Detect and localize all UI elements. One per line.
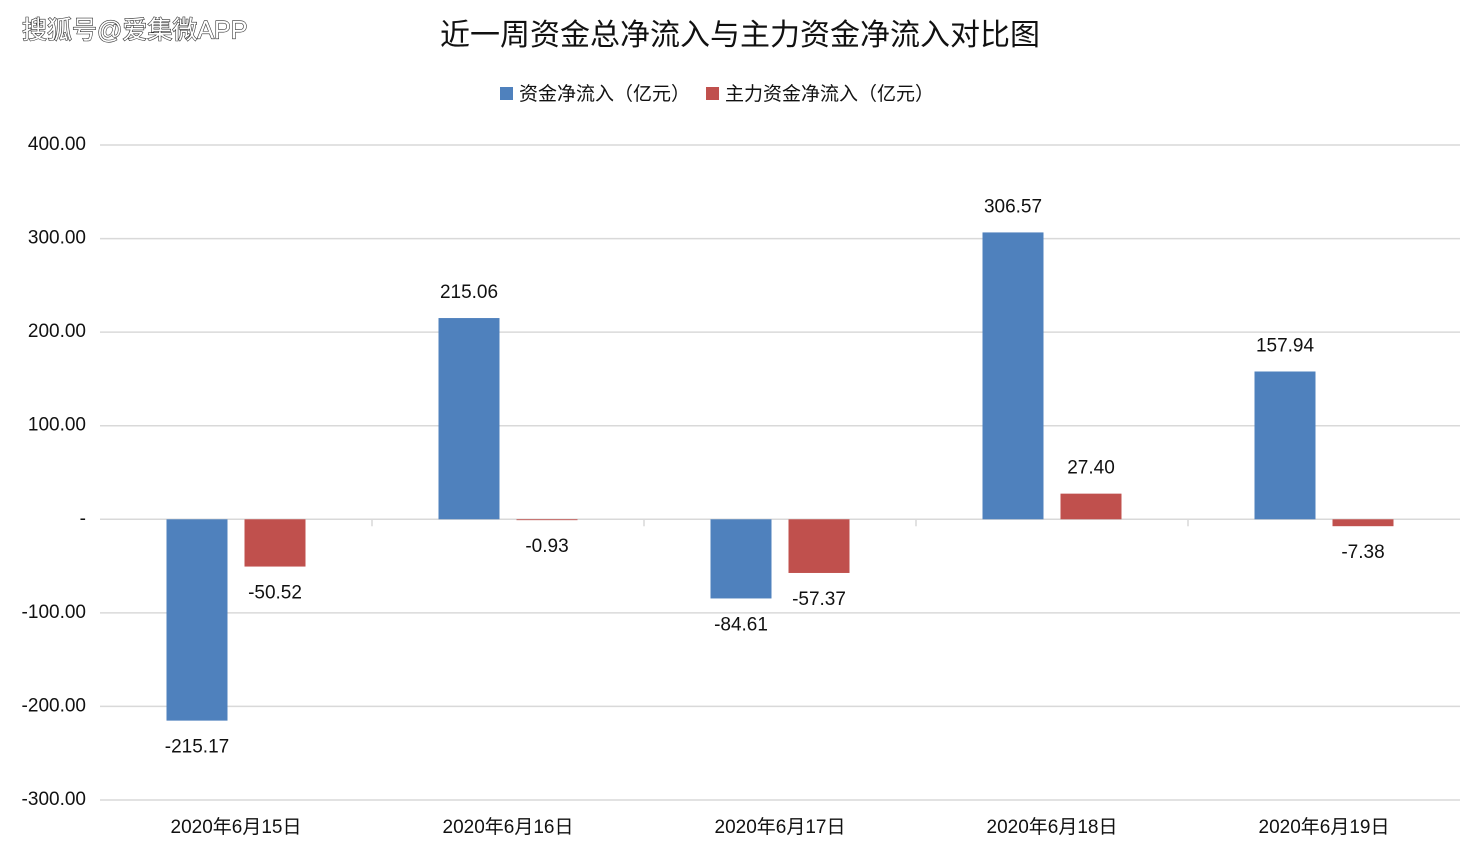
chart-title: 近一周资金总净流入与主力资金净流入对比图 xyxy=(440,18,1040,53)
bar xyxy=(516,519,578,521)
bar xyxy=(166,519,228,721)
x-tick-label: 2020年6月19日 xyxy=(1259,816,1390,838)
value-label: -84.61 xyxy=(714,614,768,635)
value-label: -50.52 xyxy=(248,583,302,604)
y-tick-label: 400.00 xyxy=(28,134,86,155)
legend-label: 主力资金净流入（亿元） xyxy=(725,83,934,105)
value-label: 157.94 xyxy=(1256,336,1315,357)
value-label: 215.06 xyxy=(440,282,498,303)
x-tick-label: 2020年6月17日 xyxy=(715,816,846,838)
bar xyxy=(244,519,306,567)
bar xyxy=(1254,371,1316,520)
value-label: -7.38 xyxy=(1341,542,1384,563)
y-tick-label: - xyxy=(80,508,86,529)
value-label: -215.17 xyxy=(165,737,229,758)
y-tick-label: 100.00 xyxy=(28,415,86,436)
y-tick-label: 200.00 xyxy=(28,321,86,342)
legend-swatch xyxy=(500,87,513,100)
value-label: -57.37 xyxy=(792,589,846,610)
bar xyxy=(788,519,850,573)
bar xyxy=(438,318,500,520)
value-label: -0.93 xyxy=(525,536,568,557)
bar xyxy=(982,232,1044,520)
y-tick-label: -100.00 xyxy=(22,602,86,623)
y-tick-label: -300.00 xyxy=(22,789,86,810)
bar xyxy=(710,519,772,599)
x-tick-label: 2020年6月15日 xyxy=(171,816,302,838)
x-tick-label: 2020年6月16日 xyxy=(443,816,574,838)
y-tick-label: -200.00 xyxy=(22,695,86,716)
legend-swatch xyxy=(706,87,720,100)
watermark: 搜狐号@爱集微APP xyxy=(22,17,247,45)
bar xyxy=(1332,519,1394,527)
legend-label: 资金净流入（亿元） xyxy=(519,83,690,105)
bar xyxy=(1060,493,1122,520)
value-label: 306.57 xyxy=(984,196,1042,217)
value-label: 27.40 xyxy=(1067,458,1115,479)
x-tick-label: 2020年6月18日 xyxy=(987,816,1118,838)
y-tick-label: 300.00 xyxy=(28,228,86,249)
